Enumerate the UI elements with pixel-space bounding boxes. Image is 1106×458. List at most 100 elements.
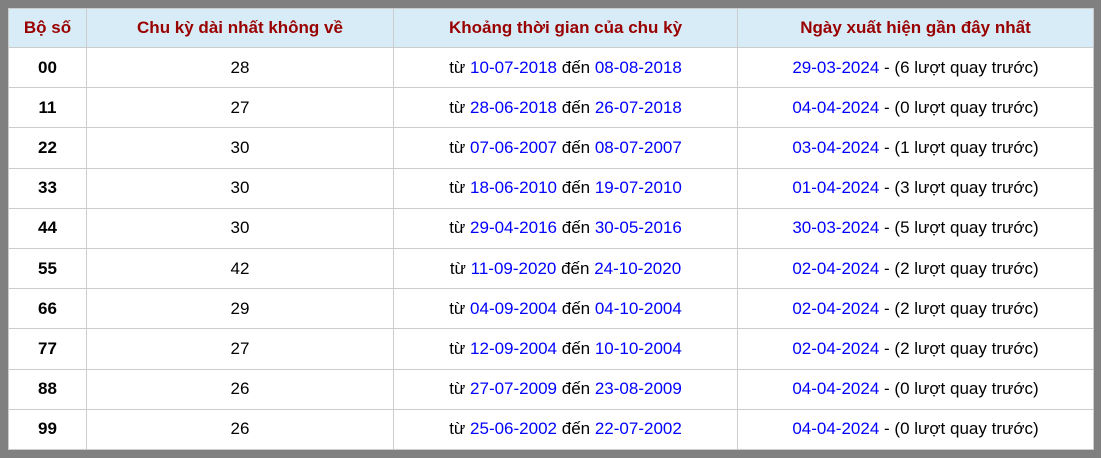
last-appearance-cell: 29-03-2024 - (6 lượt quay trước): [737, 46, 1094, 89]
cycle-start-date-link[interactable]: 07-06-2007: [470, 137, 557, 157]
table-row: 77 27 từ 12-09-2004 đến 10-10-2004 02-04…: [8, 328, 1094, 370]
table-row: 99 26 từ 25-06-2002 đến 22-07-2002 04-04…: [8, 408, 1094, 451]
cycle-end-date-link[interactable]: 10-10-2004: [594, 338, 682, 358]
cycle-start-date-link[interactable]: 28-06-2018: [470, 97, 557, 117]
table-row: 44 30 từ 29-04-2016 đến 30-05-2016 30-03…: [8, 207, 1094, 249]
last-appearance-cell: 02-04-2024 - (2 lượt quay trước): [737, 247, 1094, 290]
last-appearance-cell: 03-04-2024 - (1 lượt quay trước): [737, 127, 1094, 169]
cycle-length-cell: 27: [86, 328, 394, 370]
last-appearance-cell: 02-04-2024 - (2 lượt quay trước): [737, 328, 1094, 370]
column-header-last-appearance: Ngày xuất hiện gần đây nhất: [737, 8, 1094, 48]
cycle-period-cell: từ 11-09-2020 đến 24-10-2020: [393, 247, 738, 290]
pair-number-cell: 22: [8, 127, 87, 169]
from-label: từ: [449, 57, 466, 77]
draws-ago-text: - (6 lượt quay trước): [884, 57, 1039, 77]
cycle-start-date-link[interactable]: 29-04-2016: [470, 218, 557, 238]
pair-number-cell: 88: [8, 368, 87, 410]
pair-number: 55: [38, 258, 57, 278]
cycle-start-date-link[interactable]: 11-09-2020: [470, 258, 557, 278]
to-label: đến: [561, 218, 591, 238]
from-label: từ: [449, 218, 466, 238]
cycle-length-cell: 42: [86, 247, 394, 290]
last-appearance-cell: 02-04-2024 - (2 lượt quay trước): [737, 288, 1094, 330]
pair-number-cell: 11: [8, 87, 87, 129]
draws-ago-text: - (5 lượt quay trước): [884, 218, 1039, 238]
cycle-start-date-link[interactable]: 18-06-2010: [470, 178, 557, 198]
cycle-length: 27: [230, 97, 250, 117]
table-row: 55 42 từ 11-09-2020 đến 24-10-2020 02-04…: [8, 247, 1094, 290]
to-label: đến: [561, 258, 590, 278]
draws-ago-text: - (2 lượt quay trước): [884, 298, 1039, 318]
cycle-end-date-link[interactable]: 23-08-2009: [594, 379, 682, 399]
last-appearance-date-link[interactable]: 29-03-2024: [792, 57, 880, 77]
cycle-length: 27: [230, 338, 250, 358]
cycle-period-cell: từ 04-09-2004 đến 04-10-2004: [393, 288, 738, 330]
pair-number-cell: 55: [8, 247, 87, 290]
cycle-end-date-link[interactable]: 19-07-2010: [594, 178, 682, 198]
cycle-start-date-link[interactable]: 27-07-2009: [470, 379, 557, 399]
last-appearance-date-link[interactable]: 04-04-2024: [792, 97, 880, 117]
table-row: 66 29 từ 04-09-2004 đến 04-10-2004 02-04…: [8, 288, 1094, 330]
last-appearance-date-link[interactable]: 03-04-2024: [792, 137, 880, 157]
cycle-end-date-link[interactable]: 30-05-2016: [594, 218, 682, 238]
last-appearance-date-link[interactable]: 02-04-2024: [792, 338, 880, 358]
cycle-length-cell: 29: [86, 288, 394, 330]
pair-number-cell: 77: [8, 328, 87, 370]
table-row: 88 26 từ 27-07-2009 đến 23-08-2009 04-04…: [8, 368, 1094, 410]
last-appearance-date-link[interactable]: 02-04-2024: [792, 258, 880, 278]
cycle-start-date-link[interactable]: 12-09-2004: [470, 338, 557, 358]
pair-number-cell: 00: [8, 46, 87, 89]
draws-ago-text: - (1 lượt quay trước): [884, 137, 1039, 157]
to-label: đến: [561, 57, 591, 77]
cycle-end-date-link[interactable]: 26-07-2018: [594, 97, 682, 117]
last-appearance-cell: 01-04-2024 - (3 lượt quay trước): [737, 167, 1094, 209]
from-label: từ: [449, 338, 466, 358]
cycle-length-cell: 26: [86, 408, 394, 451]
last-appearance-date-link[interactable]: 30-03-2024: [792, 218, 880, 238]
pair-number-cell: 66: [8, 288, 87, 330]
pair-number: 22: [38, 137, 57, 157]
to-label: đến: [561, 419, 591, 439]
to-label: đến: [561, 298, 591, 318]
last-appearance-date-link[interactable]: 01-04-2024: [792, 178, 880, 198]
cycle-period-cell: từ 27-07-2009 đến 23-08-2009: [393, 368, 738, 410]
table-row: 00 28 từ 10-07-2018 đến 08-08-2018 29-03…: [8, 46, 1094, 89]
to-label: đến: [561, 338, 591, 358]
column-header-longest-cycle: Chu kỳ dài nhất không về: [86, 8, 394, 48]
last-appearance-cell: 30-03-2024 - (5 lượt quay trước): [737, 207, 1094, 249]
cycle-length: 42: [230, 258, 250, 278]
last-appearance-cell: 04-04-2024 - (0 lượt quay trước): [737, 368, 1094, 410]
draws-ago-text: - (2 lượt quay trước): [884, 338, 1039, 358]
cycle-end-date-link[interactable]: 04-10-2004: [594, 298, 682, 318]
last-appearance-date-link[interactable]: 04-04-2024: [792, 379, 880, 399]
table-body: 00 28 từ 10-07-2018 đến 08-08-2018 29-03…: [8, 46, 1094, 451]
column-header-pair: Bộ số: [8, 8, 87, 48]
cycle-end-date-link[interactable]: 08-08-2018: [594, 57, 682, 77]
cycle-length-cell: 30: [86, 127, 394, 169]
pair-number: 33: [38, 178, 57, 198]
from-label: từ: [449, 419, 466, 439]
pair-number: 66: [38, 298, 57, 318]
from-label: từ: [449, 137, 466, 157]
cycle-period-cell: từ 18-06-2010 đến 19-07-2010: [393, 167, 738, 209]
table-row: 11 27 từ 28-06-2018 đến 26-07-2018 04-04…: [8, 87, 1094, 129]
pair-number-cell: 44: [8, 207, 87, 249]
cycle-end-date-link[interactable]: 22-07-2002: [594, 419, 682, 439]
last-appearance-date-link[interactable]: 02-04-2024: [792, 298, 880, 318]
to-label: đến: [561, 137, 591, 157]
cycle-length-cell: 30: [86, 167, 394, 209]
cycle-length: 30: [230, 137, 250, 157]
cycle-start-date-link[interactable]: 04-09-2004: [470, 298, 557, 318]
cycle-end-date-link[interactable]: 08-07-2007: [594, 137, 682, 157]
cycle-period-cell: từ 07-06-2007 đến 08-07-2007: [393, 127, 738, 169]
last-appearance-date-link[interactable]: 04-04-2024: [792, 419, 880, 439]
cycle-start-date-link[interactable]: 25-06-2002: [470, 419, 557, 439]
cycle-period-cell: từ 10-07-2018 đến 08-08-2018: [393, 46, 738, 89]
cycle-start-date-link[interactable]: 10-07-2018: [470, 57, 557, 77]
cycle-end-date-link[interactable]: 24-10-2020: [594, 258, 682, 278]
cycle-length-cell: 28: [86, 46, 394, 89]
cycle-length: 29: [230, 298, 250, 318]
from-label: từ: [449, 298, 466, 318]
cycle-length: 26: [230, 379, 250, 399]
